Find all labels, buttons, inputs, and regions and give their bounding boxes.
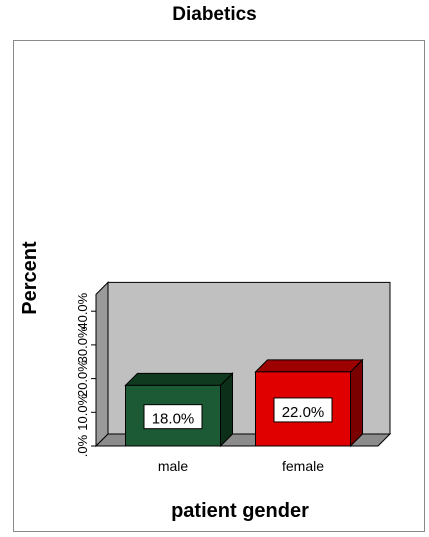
data-label-box <box>143 404 203 430</box>
x-tick-label: female <box>282 458 324 474</box>
data-label: 22.0% <box>282 404 325 421</box>
y-tick-label: .0% <box>75 434 90 457</box>
y-tick-label: 10.0% <box>75 393 90 430</box>
x-axis-title: patient gender <box>171 500 309 522</box>
chart-title: Diabetics <box>172 4 257 25</box>
y-tick-label: 20.0% <box>75 360 90 397</box>
data-label: 18.0% <box>152 411 195 428</box>
data-label-box <box>273 397 333 423</box>
bar-top-male <box>124 372 234 386</box>
bar-top-female <box>254 359 364 373</box>
y-tick-label: 30.0% <box>75 326 90 363</box>
y-axis-title: Percent <box>19 241 41 315</box>
chart-frame <box>13 40 425 532</box>
bar-side-female <box>350 358 363 448</box>
y-tick-label: 40.0% <box>75 292 90 329</box>
chart-side-wall <box>95 281 109 448</box>
x-tick-label: male <box>158 458 189 474</box>
